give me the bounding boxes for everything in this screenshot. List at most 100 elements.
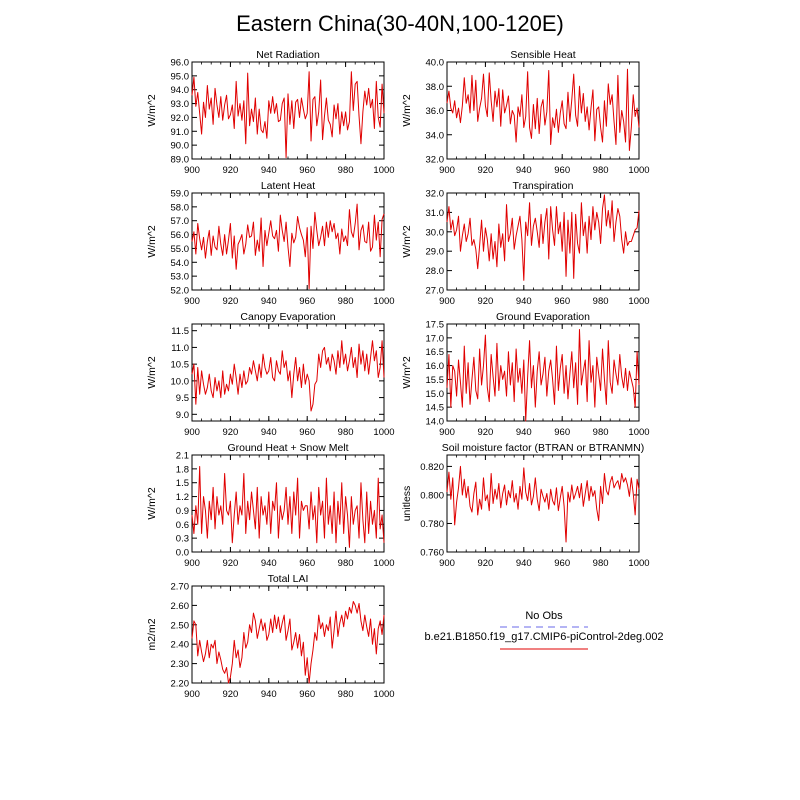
y-tick-label: 32.0 (426, 189, 445, 200)
y-tick-label: 0.9 (176, 506, 189, 517)
x-tick-label: 920 (477, 558, 493, 569)
x-tick-label: 940 (261, 165, 277, 176)
chart-panel: Latent Heat W/m^2 900 920 940 960 980 1000 52.0 5… (146, 180, 395, 307)
y-tick-label: 17.5 (426, 320, 445, 331)
panel-title: Ground Heat + Snow Melt (227, 442, 348, 454)
y-tick-label: 96.0 (171, 58, 190, 69)
legend-obs-label: No Obs (525, 610, 563, 622)
x-tick-label: 900 (439, 427, 455, 438)
x-tick-label: 900 (184, 427, 200, 438)
panel-title: Latent Heat (261, 180, 315, 192)
y-tick-label: 0.0 (176, 548, 189, 559)
y-tick-label: 15.0 (426, 389, 445, 400)
x-tick-label: 960 (554, 427, 570, 438)
x-tick-label: 900 (184, 165, 200, 176)
y-tick-label: 15.5 (426, 375, 445, 386)
x-tick-label: 920 (222, 165, 238, 176)
panel-title: Canopy Evaporation (240, 311, 335, 323)
y-tick-label: 28.0 (426, 266, 445, 277)
legend: No Obs b.e21.B1850.f19_g17.CMIP6-piContr… (424, 610, 664, 650)
plot-frame (191, 61, 385, 160)
x-tick-label: 960 (554, 558, 570, 569)
y-axis-label: W/m^2 (146, 225, 158, 258)
series-line (191, 601, 385, 684)
y-tick-label: 10.0 (171, 376, 190, 387)
x-tick-label: 920 (222, 296, 238, 307)
panel-title: Total LAI (268, 573, 309, 585)
chart-panel: Net Radiation W/m^2 900 920 940 960 980 1000 89.… (146, 49, 395, 176)
x-tick-label: 920 (477, 427, 493, 438)
x-tick-label: 1000 (373, 427, 394, 438)
y-tick-label: 34.0 (426, 130, 445, 141)
y-tick-label: 30.0 (426, 227, 445, 238)
y-tick-label: 90.0 (171, 141, 190, 152)
y-tick-label: 0.3 (176, 534, 189, 545)
x-tick-label: 960 (299, 296, 315, 307)
y-tick-label: 0.800 (420, 490, 444, 501)
chart-panel: Total LAI m2/m2 900 920 940 960 980 1000 2.20 2.3… (146, 573, 395, 700)
legend-model-label: b.e21.B1850.f19_g17.CMIP6-piControl-2deg… (424, 631, 663, 643)
y-tick-label: 2.60 (171, 601, 190, 612)
y-tick-label: 52.0 (171, 286, 190, 297)
x-tick-label: 980 (593, 296, 609, 307)
x-tick-label: 980 (338, 558, 354, 569)
x-tick-label: 980 (338, 427, 354, 438)
y-tick-label: 36.0 (426, 106, 445, 117)
x-tick-label: 940 (516, 165, 532, 176)
x-tick-label: 960 (299, 165, 315, 176)
x-tick-label: 960 (554, 165, 570, 176)
y-tick-label: 14.0 (426, 417, 445, 428)
y-tick-label: 9.0 (176, 410, 189, 421)
series-line (191, 203, 385, 290)
y-tick-label: 2.1 (176, 451, 189, 462)
x-tick-label: 940 (516, 296, 532, 307)
x-tick-label: 920 (222, 558, 238, 569)
y-tick-label: 17.0 (426, 333, 445, 344)
chart-panel: Soil moisture factor (BTRAN or BTRANMN) u… (401, 442, 650, 569)
y-tick-label: 59.0 (171, 189, 190, 200)
panel-title: Ground Evaporation (496, 311, 590, 323)
plot-frame (446, 61, 640, 160)
y-axis-label: W/m^2 (401, 225, 413, 258)
x-tick-label: 940 (261, 689, 277, 700)
y-axis-label: unitless (401, 486, 413, 522)
plot-frame (446, 454, 640, 553)
y-tick-label: 16.0 (426, 361, 445, 372)
x-tick-label: 1000 (373, 296, 394, 307)
x-tick-label: 920 (222, 427, 238, 438)
y-tick-label: 0.760 (420, 548, 444, 559)
y-tick-label: 56.0 (171, 230, 190, 241)
y-tick-label: 1.5 (176, 478, 189, 489)
y-tick-label: 27.0 (426, 286, 445, 297)
x-tick-label: 980 (593, 558, 609, 569)
x-tick-label: 960 (299, 558, 315, 569)
y-tick-label: 32.0 (426, 155, 445, 166)
y-tick-label: 2.30 (171, 659, 190, 670)
x-tick-label: 980 (338, 689, 354, 700)
x-tick-label: 980 (338, 165, 354, 176)
chart-panel: Ground Evaporation W/m^2 900 920 940 960 980 10… (401, 311, 650, 438)
x-tick-label: 1000 (373, 558, 394, 569)
y-tick-label: 9.5 (176, 393, 189, 404)
panel-title: Transpiration (513, 180, 574, 192)
y-axis-label: W/m^2 (146, 94, 158, 127)
y-axis-label: W/m^2 (401, 356, 413, 389)
x-tick-label: 980 (593, 165, 609, 176)
y-tick-label: 93.0 (171, 99, 190, 110)
x-tick-label: 1000 (628, 427, 649, 438)
y-tick-label: 55.0 (171, 244, 190, 255)
y-tick-label: 2.70 (171, 582, 190, 593)
series-line (446, 194, 640, 281)
series-line (446, 465, 640, 543)
x-tick-label: 1000 (628, 165, 649, 176)
y-tick-label: 2.50 (171, 620, 190, 631)
panel-title: Sensible Heat (510, 49, 575, 61)
panel-title: Soil moisture factor (BTRAN or BTRANMN) (442, 442, 644, 454)
y-tick-label: 58.0 (171, 202, 190, 213)
y-axis-label: W/m^2 (146, 356, 158, 389)
y-tick-label: 95.0 (171, 71, 190, 82)
y-tick-label: 94.0 (171, 85, 190, 96)
plot-frame (191, 454, 385, 553)
x-tick-label: 940 (516, 427, 532, 438)
